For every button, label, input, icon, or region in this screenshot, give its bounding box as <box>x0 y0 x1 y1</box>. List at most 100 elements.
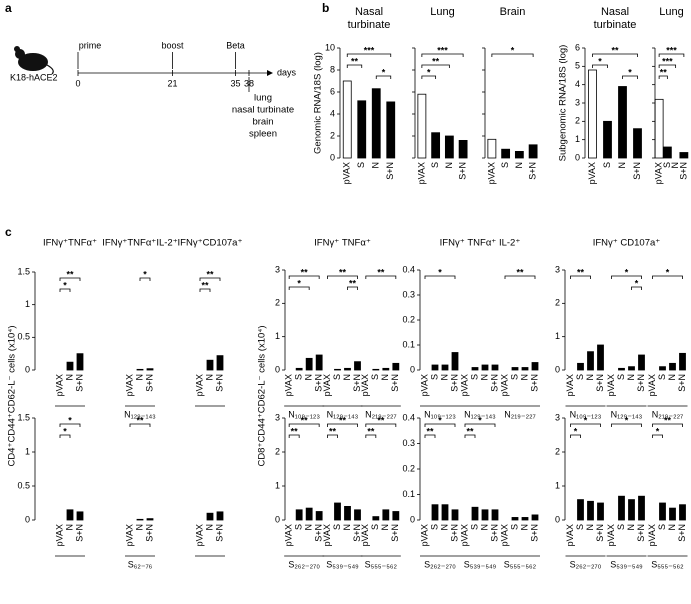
bar <box>481 364 489 371</box>
significance-bracket <box>59 434 71 438</box>
timeline-event: Beta <box>226 40 245 50</box>
bar <box>659 502 666 521</box>
category-label: pVAX <box>360 374 370 396</box>
y-tick-label: 4 <box>575 79 580 89</box>
group-label: S₅₃₉₋₅₄₉ <box>326 559 359 569</box>
bar <box>521 367 529 371</box>
y-tick-label: 1 <box>275 331 280 341</box>
significance-bracket <box>464 434 476 438</box>
bar <box>334 368 341 371</box>
bar <box>417 93 427 159</box>
significance-bracket <box>464 423 496 427</box>
significance-bracket <box>421 64 450 68</box>
chart-title: Nasal <box>601 6 629 18</box>
category-label: S+N <box>74 374 84 392</box>
y-tick-label: 3 <box>555 412 560 422</box>
category-label: pVAX <box>360 524 370 546</box>
bar <box>458 139 468 159</box>
bar <box>501 148 511 159</box>
category-label: pVAX <box>416 162 426 184</box>
bar <box>587 500 594 521</box>
significance-bracket <box>424 434 436 438</box>
bar <box>342 80 352 159</box>
category-label: pVAX <box>322 524 332 546</box>
group-label: N₂₁₉₋₂₂₇ <box>504 409 535 419</box>
bar <box>531 362 539 371</box>
category-label: S+N <box>489 374 499 392</box>
y-tick-label: 1.5 <box>17 266 30 276</box>
chart-title: Lung <box>430 6 454 18</box>
significance-bracket <box>129 423 151 427</box>
category-label: N <box>64 524 74 531</box>
significance-label: * <box>628 67 632 77</box>
significance-label: ** <box>339 267 347 277</box>
category-label: N <box>380 374 390 381</box>
significance-bracket <box>139 277 151 281</box>
significance-label: ** <box>466 426 474 436</box>
bar <box>679 504 686 521</box>
bar <box>511 517 519 521</box>
y-tick-label: 3 <box>575 97 580 107</box>
significance-label: * <box>584 415 588 425</box>
y-tick-label: 0.4 <box>402 264 415 274</box>
category-label: N <box>342 524 352 531</box>
category-label: N <box>342 374 352 381</box>
bar <box>344 505 351 521</box>
significance-label: ** <box>301 267 309 277</box>
category-label: pVAX <box>647 374 657 396</box>
category-label: S+N <box>385 162 395 180</box>
group-label: S₂₆₂₋₂₇₀ <box>288 559 320 569</box>
y-tick-label: 4 <box>330 108 335 118</box>
significance-bracket <box>346 64 363 68</box>
significance-label: ** <box>611 45 619 55</box>
group-label: S₅₅₅₋₅₆₂ <box>651 559 684 569</box>
bar <box>481 509 489 521</box>
group-label: N₁₂₉₋₁₄₃ <box>124 409 156 419</box>
organ: spleen <box>249 129 277 140</box>
category-label: S <box>469 524 479 530</box>
y-tick-label: 0.2 <box>402 463 415 473</box>
category-label: S+N <box>214 524 224 542</box>
significance-label: * <box>382 67 386 77</box>
category-label: pVAX <box>194 524 204 546</box>
significance-label: *** <box>364 45 375 55</box>
category-label: pVAX <box>654 162 664 184</box>
category-label: S <box>662 162 672 168</box>
y-axis-label: CD8⁺CD44⁺CD62-L⁻ cells (x10⁴) <box>257 325 268 466</box>
significance-bracket <box>652 434 663 438</box>
category-label: pVAX <box>284 524 294 546</box>
category-label: pVAX <box>419 524 429 546</box>
category-label: S+N <box>678 162 688 180</box>
chart-title: turbinate <box>594 19 637 31</box>
category-label: S+N <box>636 374 646 392</box>
significance-bracket <box>658 53 685 57</box>
bar <box>603 120 612 159</box>
category-label: N <box>204 374 214 381</box>
significance-bracket <box>592 64 608 68</box>
group-label: N₁₀₉₋₁₂₃ <box>424 409 456 419</box>
bar <box>357 100 367 159</box>
category-label: S <box>429 524 439 530</box>
category-label: pVAX <box>459 374 469 396</box>
significance-bracket <box>652 275 683 279</box>
significance-label: ** <box>660 67 668 77</box>
category-label: S+N <box>529 524 539 542</box>
bar <box>371 88 381 159</box>
bar <box>136 368 144 371</box>
category-label: S+N <box>595 374 605 392</box>
significance-label: ** <box>377 415 385 425</box>
category-label: S+N <box>74 524 84 542</box>
y-tick-label: 0.3 <box>402 289 415 299</box>
chart-title: IFNγ⁺ TNFα⁺ IL-2⁺ <box>440 238 521 249</box>
group-label: N₂₁₉₋₂₂₇ <box>365 409 396 419</box>
category-label: pVAX <box>322 374 332 396</box>
bar <box>441 504 449 521</box>
y-tick-label: 0 <box>275 514 280 524</box>
category-label: S <box>294 524 304 530</box>
group-label: N₂₁₉₋₂₂₇ <box>652 409 683 419</box>
significance-label: ** <box>351 56 359 66</box>
significance-bracket <box>504 275 536 279</box>
bar <box>315 354 323 371</box>
category-label: S <box>294 374 304 380</box>
